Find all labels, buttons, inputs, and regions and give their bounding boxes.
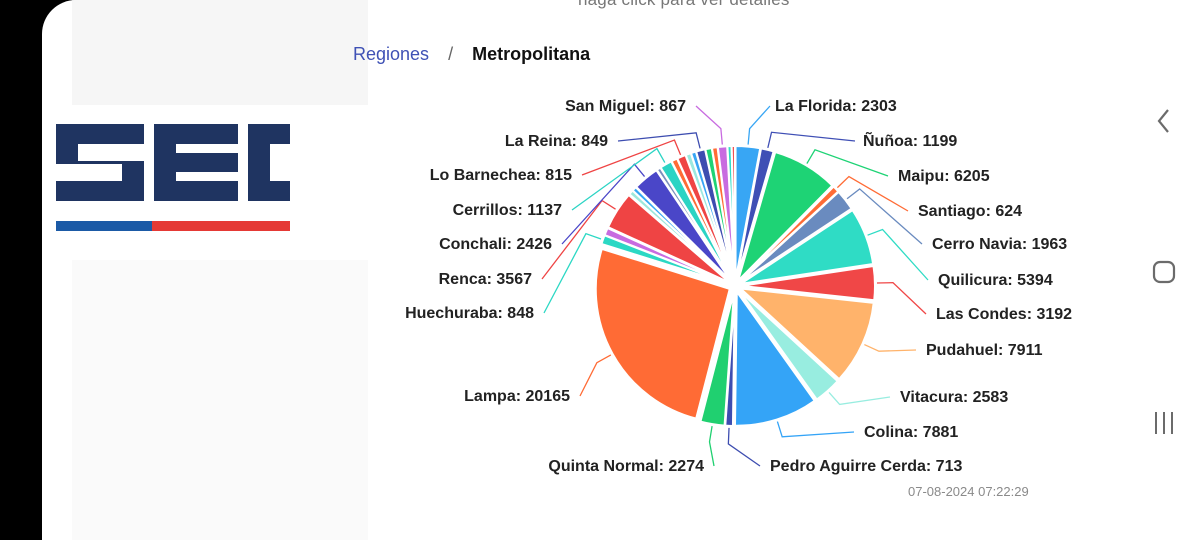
leader-line xyxy=(846,188,923,245)
pie-slice-quinta-normal[interactable] xyxy=(699,291,736,427)
data-label: Quilicura: 5394 xyxy=(938,272,1053,289)
data-label: Conchali: 2426 xyxy=(439,236,552,253)
leader-line xyxy=(867,228,929,281)
leader-line xyxy=(695,105,723,145)
data-label: Huechuraba: 848 xyxy=(405,305,534,322)
data-label: La Reina: 849 xyxy=(505,133,608,150)
click-hint: haga click para ver detalles xyxy=(578,0,790,10)
data-label: Lo Barnechea: 815 xyxy=(430,167,572,184)
data-label: Pedro Aguirre Cerda: 713 xyxy=(770,458,962,475)
sec-logo xyxy=(56,124,290,231)
data-label: Quinta Normal: 2274 xyxy=(548,458,704,475)
pie-slice-vitacura[interactable] xyxy=(738,289,840,401)
pie-slice-pudahuel[interactable] xyxy=(737,287,875,381)
data-label: Vitacura: 2583 xyxy=(900,389,1008,406)
leader-line xyxy=(836,175,909,212)
data-label: La Florida: 2303 xyxy=(775,98,897,115)
leader-line xyxy=(864,343,917,352)
left-panel-bottom xyxy=(72,260,368,540)
recent-apps-icon[interactable] xyxy=(1152,410,1176,436)
data-label: Pudahuel: 7911 xyxy=(926,342,1043,359)
data-label: Ñuñoa: 1199 xyxy=(863,130,957,150)
data-label: Santiago: 624 xyxy=(918,203,1022,220)
leader-line xyxy=(543,232,602,314)
pie-slice-maipu[interactable] xyxy=(737,150,834,282)
data-label: Las Condes: 3192 xyxy=(936,306,1072,323)
leader-line xyxy=(767,131,856,148)
app-screen xyxy=(42,0,1200,540)
pie-slice-unlabeled[interactable] xyxy=(730,144,736,281)
data-label: Maipu: 6205 xyxy=(898,168,990,185)
data-label: Cerrillos: 1137 xyxy=(453,202,563,219)
breadcrumb-separator: / xyxy=(448,44,454,64)
data-label: Lampa: 20165 xyxy=(464,388,570,405)
pie-slice-cerro-navia[interactable] xyxy=(739,190,854,284)
pie-slice-quilicura[interactable] xyxy=(740,208,875,285)
leader-line xyxy=(579,354,612,397)
left-panel-top xyxy=(72,0,368,105)
back-icon[interactable] xyxy=(1156,108,1172,134)
leader-line xyxy=(581,139,682,176)
data-label: San Miguel: 867 xyxy=(565,98,686,115)
breadcrumb: Regiones / Metropolitana xyxy=(353,44,590,65)
pie-slice-unlabeled[interactable] xyxy=(603,226,730,285)
pie-slice-ñuñoa[interactable] xyxy=(735,147,775,281)
breadcrumb-current: Metropolitana xyxy=(472,44,591,64)
leader-line xyxy=(828,391,891,406)
leader-line xyxy=(708,426,715,467)
update-timestamp: 07-08-2024 07:22:29 xyxy=(908,484,1029,499)
leader-line xyxy=(776,421,855,438)
pie-slice-las-condes[interactable] xyxy=(740,264,876,302)
pie-slice-colina[interactable] xyxy=(733,288,817,427)
leader-line xyxy=(806,148,889,177)
leader-line xyxy=(876,282,927,315)
leader-line xyxy=(571,147,666,211)
data-label: Renca: 3567 xyxy=(439,271,532,288)
data-label: Colina: 7881 xyxy=(864,424,958,441)
pie-slice-lampa[interactable] xyxy=(594,247,731,420)
leader-line xyxy=(727,427,761,467)
leader-line xyxy=(747,105,771,145)
home-icon[interactable] xyxy=(1152,260,1176,284)
breadcrumb-regiones-link[interactable]: Regiones xyxy=(353,44,430,64)
data-label: Cerro Navia: 1963 xyxy=(932,236,1067,253)
leader-line xyxy=(617,132,701,149)
